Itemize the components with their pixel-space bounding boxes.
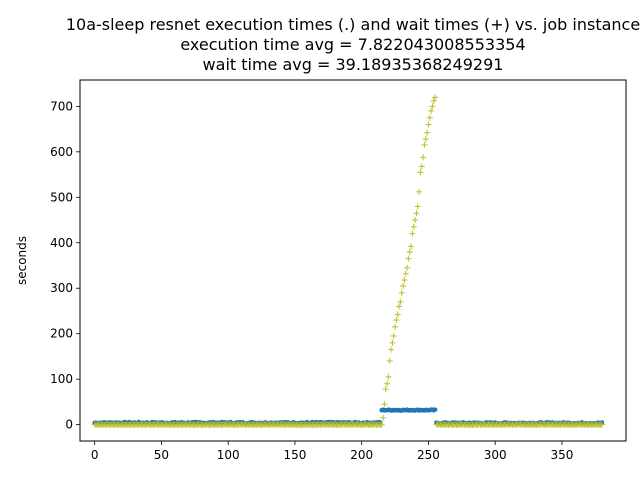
wait-point — [378, 421, 385, 428]
wait-point — [404, 264, 411, 271]
y-axis: 0 100 200 300 400 500 600 700 — [50, 99, 80, 432]
x-tick-label: 50 — [154, 448, 169, 462]
y-tick-label: 300 — [50, 281, 73, 295]
wait-time-series — [91, 94, 605, 428]
wait-point — [402, 270, 409, 277]
execution-point — [432, 407, 438, 412]
wait-point — [384, 380, 391, 387]
y-tick-label: 500 — [50, 190, 73, 204]
wait-point — [389, 339, 396, 346]
x-axis: 0 50 100 150 200 250 300 350 — [91, 441, 573, 462]
wait-point — [388, 346, 395, 353]
wait-point — [406, 248, 413, 255]
wait-point — [425, 121, 432, 128]
wait-point — [430, 97, 437, 104]
x-tick-label: 300 — [484, 448, 507, 462]
wait-point — [420, 154, 427, 161]
wait-point — [409, 230, 416, 237]
wait-point — [393, 317, 400, 324]
y-tick-label: 700 — [50, 99, 73, 113]
chart-title-line: 10a-sleep resnet execution times (.) and… — [66, 15, 640, 34]
y-tick-label: 600 — [50, 145, 73, 159]
x-tick-label: 250 — [417, 448, 440, 462]
wait-point — [426, 114, 433, 121]
wait-point — [416, 188, 423, 195]
wait-point — [408, 243, 415, 250]
wait-point — [386, 357, 393, 364]
x-tick-label: 350 — [550, 448, 573, 462]
wait-point — [396, 303, 403, 310]
y-axis-label: seconds — [15, 236, 29, 285]
wait-point — [422, 136, 429, 143]
wait-point — [598, 421, 605, 428]
wait-point — [381, 401, 388, 408]
chart-title-line: wait time avg = 39.18935368249291 — [203, 55, 504, 74]
wait-point — [405, 255, 412, 262]
wait-point — [394, 311, 401, 318]
chart-title-line: execution time avg = 7.822043008553354 — [180, 35, 525, 54]
y-tick-label: 400 — [50, 236, 73, 250]
wait-point — [421, 142, 428, 149]
y-tick-label: 100 — [50, 372, 73, 386]
y-tick-label: 200 — [50, 327, 73, 341]
wait-point — [413, 210, 420, 217]
wait-point — [390, 332, 397, 339]
wait-point — [424, 129, 431, 136]
wait-point — [382, 386, 389, 393]
wait-point — [417, 169, 424, 176]
chart-title: 10a-sleep resnet execution times (.) and… — [66, 15, 640, 74]
wait-point — [401, 277, 408, 284]
wait-point — [429, 103, 436, 110]
x-tick-label: 100 — [217, 448, 240, 462]
wait-point — [398, 289, 405, 296]
wait-point — [410, 223, 417, 230]
wait-point — [432, 94, 439, 101]
x-tick-label: 150 — [283, 448, 306, 462]
wait-point — [428, 107, 435, 114]
y-tick-label: 0 — [65, 418, 73, 432]
x-tick-label: 200 — [350, 448, 373, 462]
wait-point — [385, 373, 392, 380]
wait-point — [397, 298, 404, 305]
wait-point — [414, 203, 421, 210]
wait-point — [400, 282, 407, 289]
wait-point — [418, 163, 425, 170]
wait-point — [412, 217, 419, 224]
wait-point — [380, 414, 387, 421]
plot-area-frame — [79, 79, 627, 442]
x-tick-label: 0 — [91, 448, 99, 462]
wait-point — [392, 323, 399, 330]
